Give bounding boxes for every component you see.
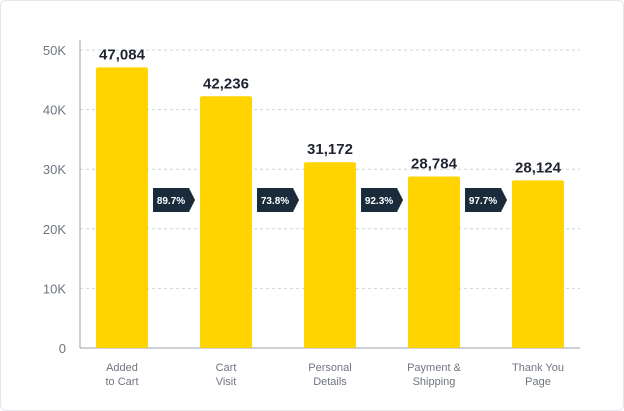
x-tick-label-line: to Cart <box>105 376 138 388</box>
bar <box>96 67 148 348</box>
bars <box>96 67 564 348</box>
bar-value-label: 28,124 <box>515 159 562 176</box>
value-labels: 47,084 42,236 31,172 28,784 28,124 <box>99 46 562 176</box>
conversion-rate-label: 73.8% <box>261 196 289 207</box>
gridlines <box>80 49 580 289</box>
conversion-badge <box>153 188 195 212</box>
y-tick-label: 30K <box>43 162 66 177</box>
x-tick-label-line: Visit <box>216 376 237 388</box>
x-tick-label-line: Page <box>525 376 551 388</box>
y-tick-label: 0 <box>59 341 66 356</box>
x-axis: Added to Cart Cart Visit Personal Details Paym… <box>105 362 564 388</box>
bar <box>408 176 460 348</box>
bar-value-label: 31,172 <box>307 141 353 158</box>
y-tick-label: 10K <box>43 281 66 296</box>
bar-value-label: 47,084 <box>99 46 146 63</box>
x-tick-label-line: Payment & <box>407 362 461 374</box>
x-tick-label-line: Cart <box>216 362 237 374</box>
x-tick-label: Added to Cart <box>105 362 138 388</box>
conversion-rate-label: 92.3% <box>365 196 393 207</box>
x-tick-label-line: Thank You <box>512 362 564 374</box>
conversion-badge <box>257 188 299 212</box>
conversion-rate-label: 97.7% <box>469 196 497 207</box>
conversion-rate-label: 89.7% <box>157 196 185 207</box>
x-tick-label-line: Shipping <box>413 376 456 388</box>
x-tick-label-line: Added <box>106 362 138 374</box>
y-tick-label: 40K <box>43 103 66 118</box>
x-tick-label: Thank You Page <box>512 362 564 388</box>
x-tick-label: Payment & Shipping <box>407 362 461 388</box>
y-tick-label: 20K <box>43 222 66 237</box>
bar <box>304 162 356 348</box>
bar-value-label: 28,784 <box>411 155 458 172</box>
x-tick-label: Cart Visit <box>216 362 237 388</box>
x-tick-label-line: Personal <box>308 362 351 374</box>
x-tick-label: Personal Details <box>308 362 351 388</box>
bar-value-label: 42,236 <box>203 75 249 92</box>
y-tick-label: 50K <box>43 43 66 58</box>
bar <box>512 180 564 348</box>
bar <box>200 96 252 348</box>
conversion-badges: 89.7% 73.8% 92.3% 97.7% <box>153 188 507 212</box>
conversion-badge <box>465 188 507 212</box>
conversion-badge <box>361 188 403 212</box>
x-tick-label-line: Details <box>313 376 347 388</box>
